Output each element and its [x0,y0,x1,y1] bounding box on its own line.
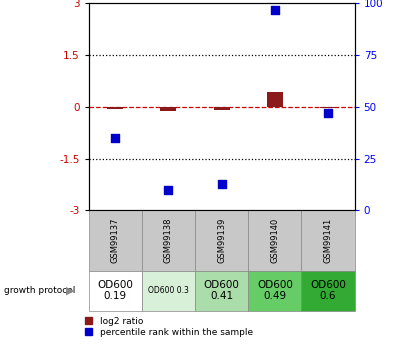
Bar [195,271,248,310]
Text: OD600
0.41: OD600 0.41 [204,280,240,302]
Bar [195,210,248,271]
Bar [320,107,336,108]
Point [165,187,172,193]
Text: ▶: ▶ [66,286,75,296]
Point [218,181,225,186]
Point [272,7,278,12]
Text: GSM99139: GSM99139 [217,218,226,263]
Point [325,110,331,116]
Legend: log2 ratio, percentile rank within the sample: log2 ratio, percentile rank within the s… [85,317,253,337]
Title: GDS2593 / 159: GDS2593 / 159 [164,0,280,2]
Point [112,135,118,141]
Bar [214,107,230,110]
Text: GSM99138: GSM99138 [164,218,173,263]
Bar [301,210,355,271]
Bar [267,92,283,107]
Bar [142,271,195,310]
Text: OD600 0.3: OD600 0.3 [148,286,189,295]
Text: OD600
0.49: OD600 0.49 [257,280,293,302]
Bar [142,210,195,271]
Bar [89,210,142,271]
Bar [248,210,301,271]
Bar [301,271,355,310]
Bar [160,107,177,111]
Text: GSM99137: GSM99137 [111,218,120,263]
Bar [107,107,123,109]
Text: OD600
0.6: OD600 0.6 [310,280,346,302]
Text: growth protocol: growth protocol [4,286,75,295]
Text: GSM99141: GSM99141 [324,218,332,263]
Bar [89,271,142,310]
Bar [248,271,301,310]
Text: OD600
0.19: OD600 0.19 [97,280,133,302]
Text: GSM99140: GSM99140 [270,218,279,263]
